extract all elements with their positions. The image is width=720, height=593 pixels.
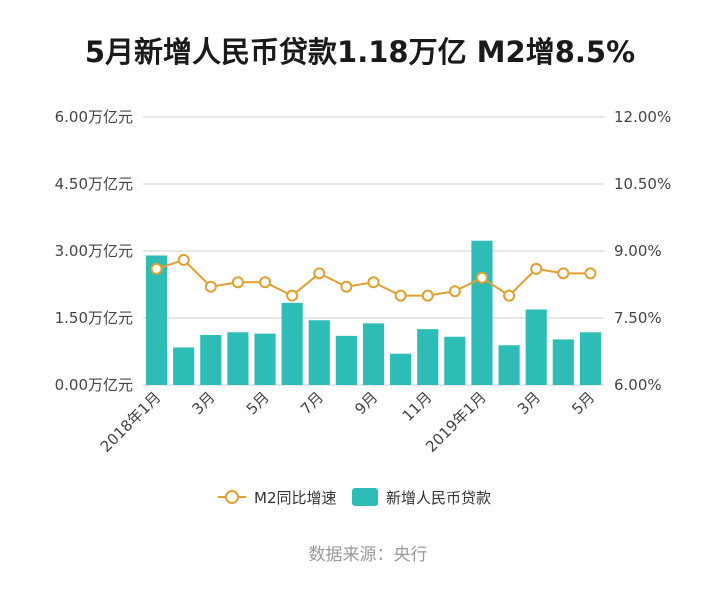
x-tick-label: 3月 xyxy=(514,388,544,418)
point-m2 xyxy=(231,276,244,289)
x-tick-label: 3月 xyxy=(189,388,219,418)
point-m2 xyxy=(503,289,516,302)
left-tick-label: 1.50万亿元 xyxy=(55,309,133,327)
right-tick-label: 12.00% xyxy=(614,108,671,126)
point-m2 xyxy=(367,276,380,289)
x-tick-label: 9月 xyxy=(351,388,381,418)
point-m2 xyxy=(204,280,217,293)
source-text: 数据来源：央行 xyxy=(309,545,428,565)
point-m2 xyxy=(557,267,570,280)
right-tick-label: 9.00% xyxy=(614,242,662,260)
left-axis: 0.00万亿元 1.50万亿元 3.00万亿元 4.50万亿元 6.00万亿元 xyxy=(55,108,133,394)
point-m2 xyxy=(340,280,353,293)
point-m2 xyxy=(475,271,488,284)
point-m2 xyxy=(448,285,461,298)
legend-label-loans: 新增人民币贷款 xyxy=(386,489,491,507)
legend-label-m2: M2同比增速 xyxy=(254,489,337,507)
x-tick-label: 5月 xyxy=(568,388,598,418)
chart-title: 5月新增人民币贷款1.18万亿 M2增8.5% xyxy=(85,35,635,69)
point-m2 xyxy=(259,276,272,289)
point-m2 xyxy=(421,289,434,302)
point-m2 xyxy=(286,289,299,302)
bars-layer xyxy=(145,240,602,385)
point-m2 xyxy=(394,289,407,302)
bar-loans xyxy=(254,333,276,385)
point-m2 xyxy=(530,262,543,275)
x-tick-label: 2018年1月 xyxy=(97,388,165,456)
bar-loans xyxy=(390,353,412,385)
bar-loans xyxy=(173,347,195,385)
legend-marker-m2 xyxy=(225,490,239,504)
right-axis: 6.00% 7.50% 9.00% 10.50% 12.00% xyxy=(614,108,671,394)
bar-loans xyxy=(281,302,303,385)
left-tick-label: 3.00万亿元 xyxy=(55,242,133,260)
bar-loans xyxy=(444,336,466,385)
bar-loans xyxy=(335,335,357,385)
left-tick-label: 4.50万亿元 xyxy=(55,175,133,193)
bar-loans xyxy=(308,320,330,385)
bar-loans xyxy=(525,309,547,385)
bar-loans xyxy=(200,334,222,385)
bar-loans xyxy=(552,339,574,385)
right-tick-label: 10.50% xyxy=(614,175,671,193)
bar-loans xyxy=(227,332,249,385)
left-tick-label: 6.00万亿元 xyxy=(55,108,133,126)
point-m2 xyxy=(313,267,326,280)
right-tick-label: 6.00% xyxy=(614,376,662,394)
bar-loans xyxy=(417,329,439,385)
bar-loans xyxy=(145,255,168,385)
bar-loans xyxy=(362,323,385,385)
point-m2 xyxy=(177,253,190,266)
bar-loans xyxy=(498,345,520,385)
bar-loans xyxy=(471,240,493,385)
x-tick-label: 5月 xyxy=(243,388,273,418)
x-tick-label: 7月 xyxy=(297,388,327,418)
legend-swatch-loans xyxy=(352,488,378,506)
point-m2 xyxy=(150,262,163,275)
line-layer xyxy=(150,253,597,302)
x-tick-label: 11月 xyxy=(399,388,436,425)
left-tick-label: 0.00万亿元 xyxy=(55,376,133,394)
point-m2 xyxy=(584,267,597,280)
bar-loans xyxy=(579,332,602,385)
legend: M2同比增速 新增人民币贷款 xyxy=(218,488,491,507)
right-tick-label: 7.50% xyxy=(614,309,662,327)
